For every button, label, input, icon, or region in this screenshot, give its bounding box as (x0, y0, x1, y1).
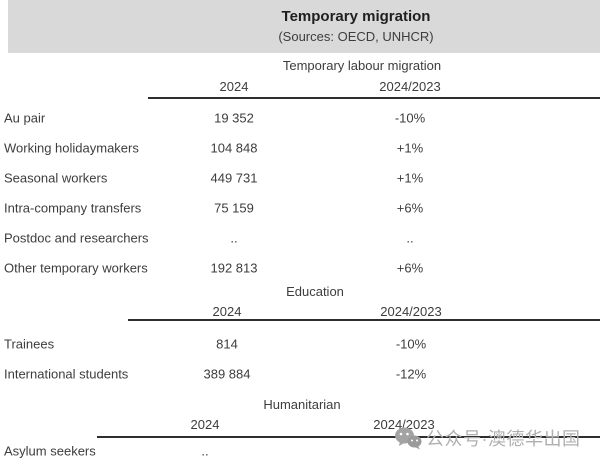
section-1-rows: Au pair 19 352 -10% Working holidaymaker… (0, 103, 600, 283)
row-value-2024: 192 813 (210, 260, 258, 276)
section-1-rule (148, 97, 600, 99)
row-change: -12% (395, 366, 427, 382)
row-label: Intra-company transfers (4, 200, 142, 216)
row-change: +6% (396, 260, 424, 276)
row-label: International students (4, 366, 129, 382)
section-3-rule (97, 436, 600, 438)
row-value-2024: 75 159 (214, 200, 254, 216)
table-title: Temporary migration (281, 8, 431, 25)
column-header-2024: 2024 (212, 304, 242, 319)
table-row: Intra-company transfers 75 159 +6% (0, 193, 600, 223)
section-2-rule (128, 319, 600, 321)
row-value-2024: 19 352 (214, 110, 254, 126)
table-row: Au pair 19 352 -10% (0, 103, 600, 133)
row-value-2024: 104 848 (210, 140, 258, 156)
row-value-2024: 389 884 (203, 366, 251, 382)
row-label: Postdoc and researchers (4, 230, 149, 246)
column-header-2024-2023: 2024/2023 (373, 417, 435, 432)
table-row: Other temporary workers 192 813 +6% (0, 253, 600, 283)
table-row: Working holidaymakers 104 848 +1% (0, 133, 600, 163)
row-value-2024: 814 (216, 336, 238, 352)
row-change: -10% (394, 110, 426, 126)
row-value-2024: 449 731 (210, 170, 258, 186)
table-row: Postdoc and researchers .. .. (0, 223, 600, 253)
row-value-2024: .. (230, 230, 238, 246)
row-label: Other temporary workers (4, 260, 148, 276)
row-change: .. (406, 230, 414, 246)
column-header-2024-2023: 2024/2023 (380, 304, 442, 319)
table-header-banner: Temporary migration (Sources: OECD, UNHC… (8, 0, 600, 53)
table-row: Seasonal workers 449 731 +1% (0, 163, 600, 193)
column-header-2024-2023: 2024/2023 (379, 79, 441, 94)
column-header-2024: 2024 (190, 417, 220, 432)
row-change: +6% (396, 200, 424, 216)
watermark-text: 公众号·澳德华出国 (426, 429, 581, 449)
row-value-2024: .. (201, 443, 209, 459)
wechat-icon (394, 426, 422, 450)
section-2-rows: Trainees 814 -10% International students… (0, 329, 600, 389)
section-2-column-headers: 2024 2024/2023 (0, 304, 600, 320)
row-label: Au pair (4, 110, 46, 126)
row-change: -10% (395, 336, 427, 352)
table-row: International students 389 884 -12% (0, 359, 600, 389)
table-row: Asylum seekers .. (0, 436, 600, 461)
section-3-rows: Asylum seekers .. (0, 436, 600, 461)
row-change: +1% (396, 170, 424, 186)
section-title-humanitarian: Humanitarian (263, 397, 341, 412)
section-title-temporary-labour-migration: Temporary labour migration (282, 58, 442, 73)
table-subtitle: (Sources: OECD, UNHCR) (278, 29, 434, 44)
section-3-column-headers: 2024 2024/2023 (0, 417, 600, 433)
table-header-inner: Temporary migration (Sources: OECD, UNHC… (106, 7, 600, 45)
watermark: 公众号·澳德华出国 (394, 425, 581, 451)
row-change: +1% (396, 140, 424, 156)
section-title-education: Education (286, 284, 344, 299)
row-label: Working holidaymakers (4, 140, 139, 156)
row-label: Trainees (4, 336, 55, 352)
table-row: Trainees 814 -10% (0, 329, 600, 359)
row-label: Seasonal workers (4, 170, 108, 186)
column-header-2024: 2024 (219, 79, 249, 94)
row-label: Asylum seekers (4, 443, 96, 459)
section-1-column-headers: 2024 2024/2023 (0, 79, 600, 95)
